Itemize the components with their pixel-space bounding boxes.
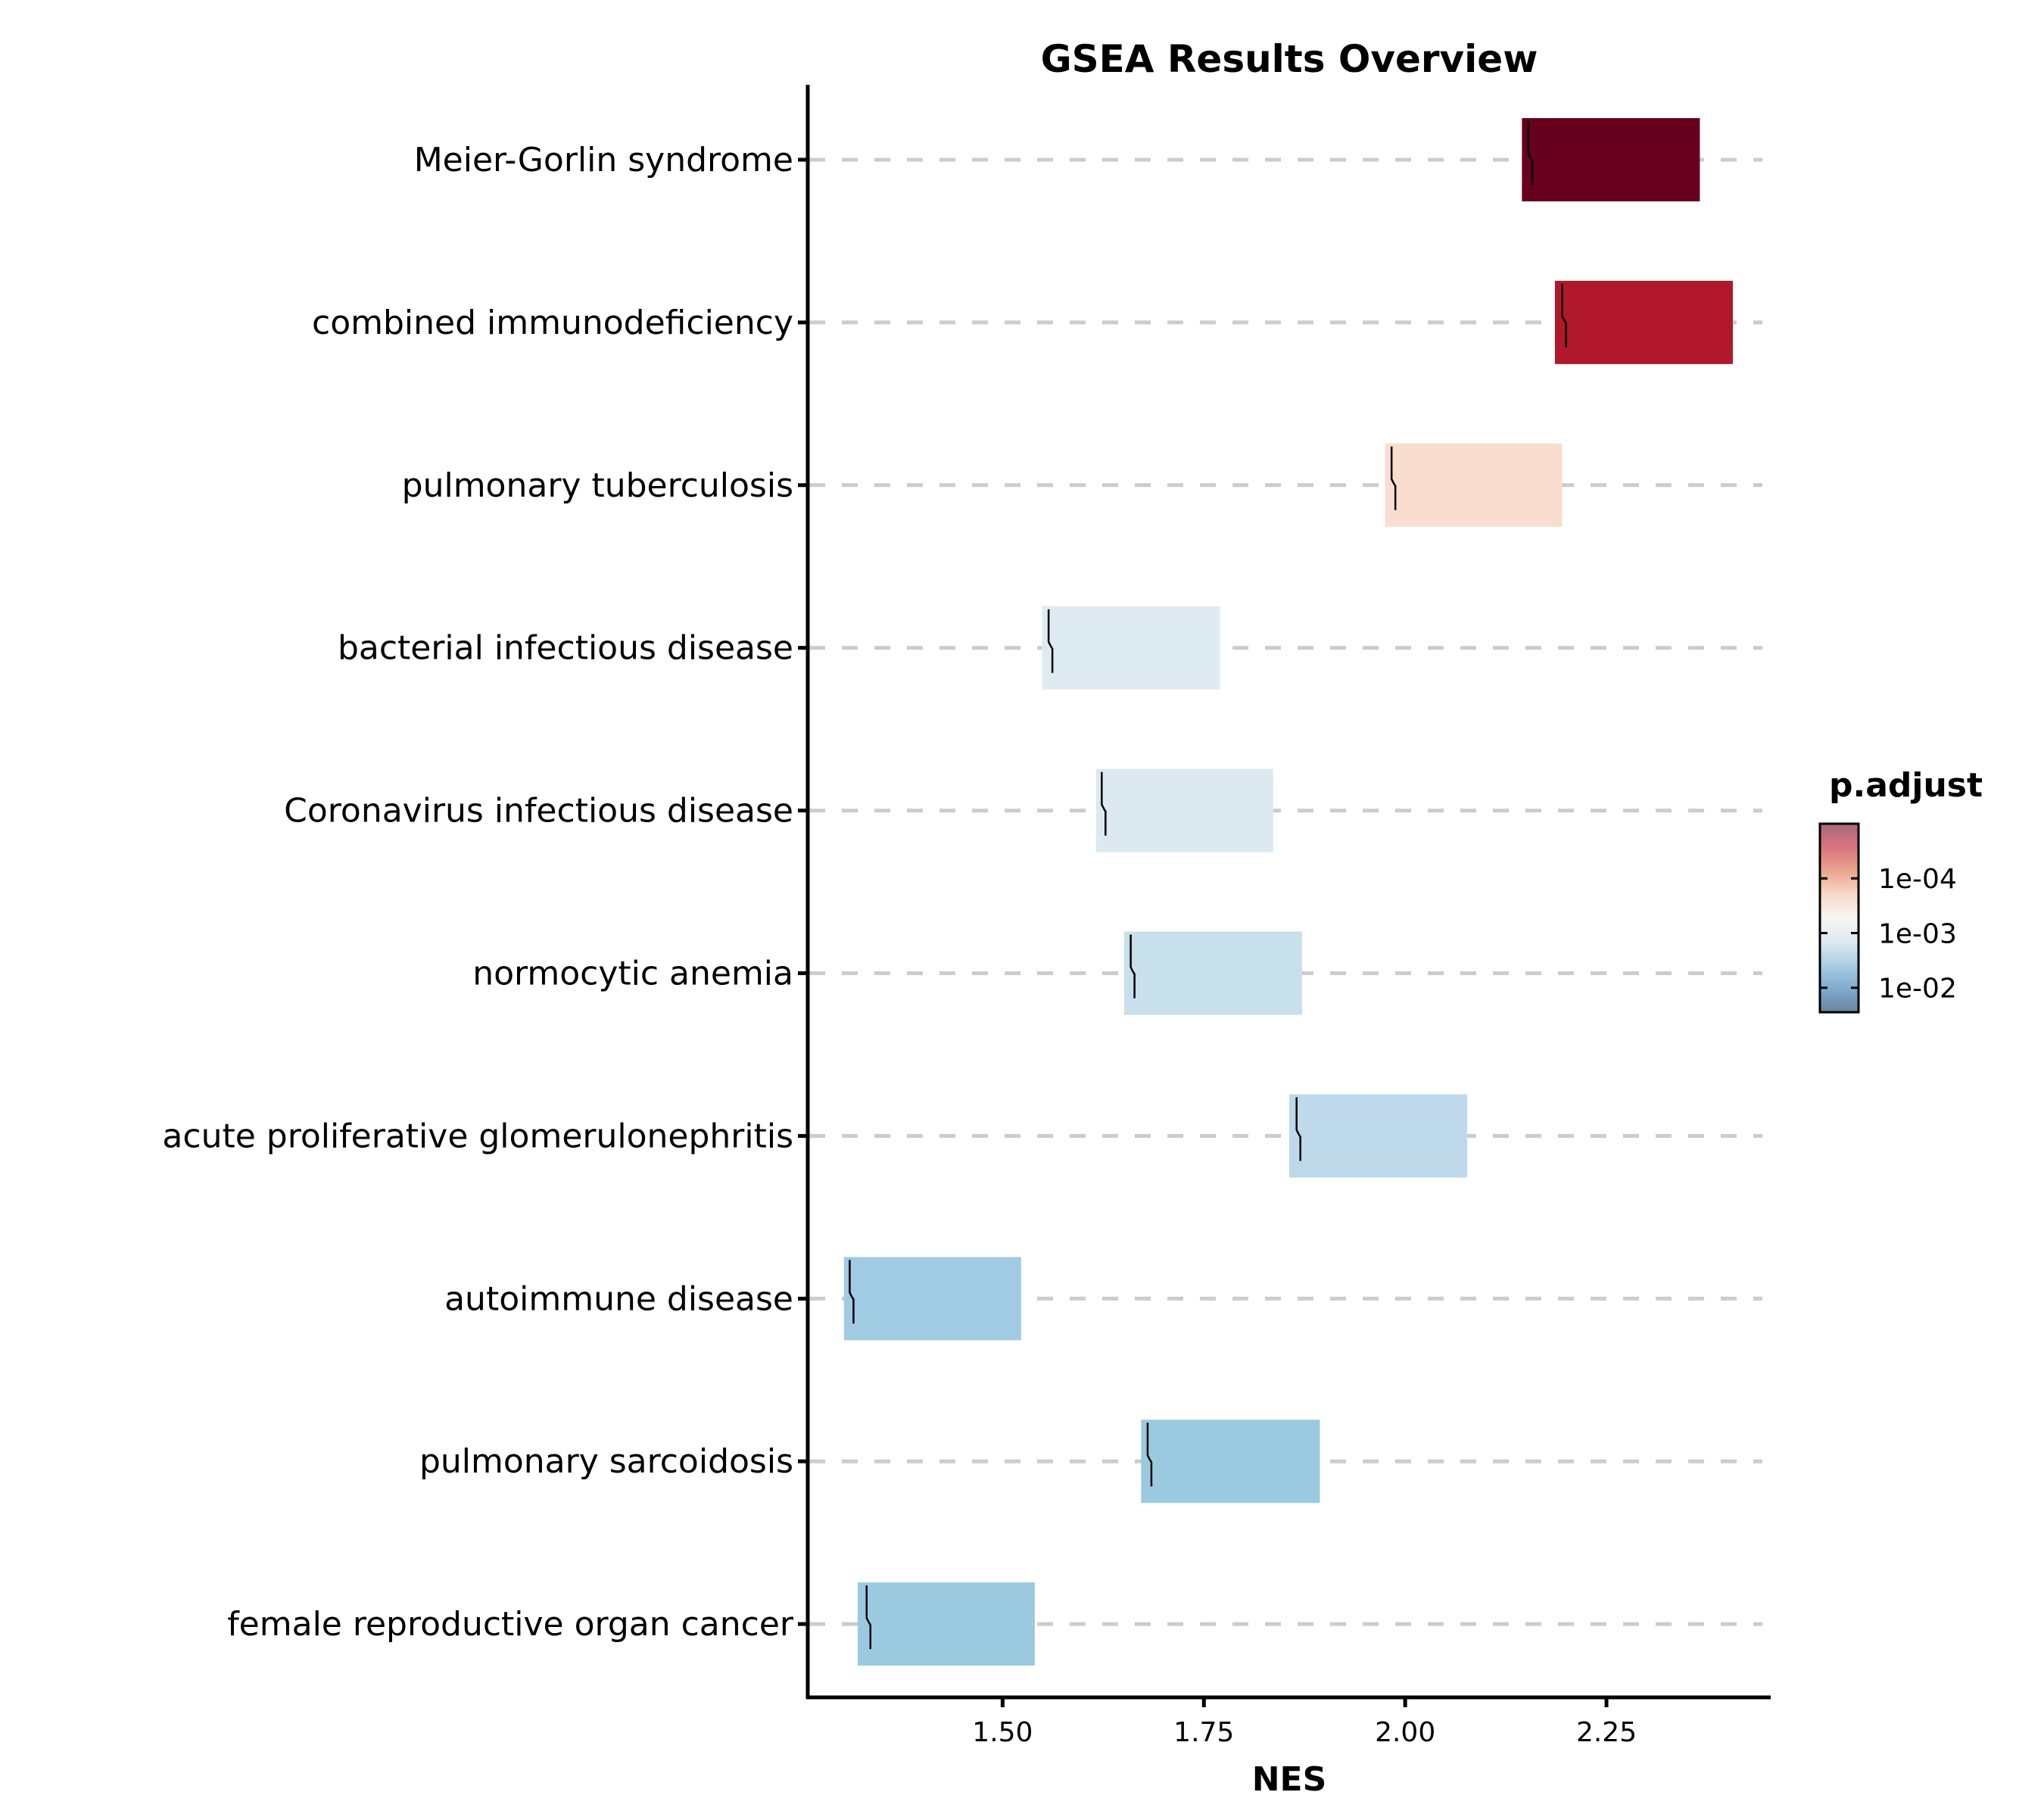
bar	[1289, 1094, 1468, 1178]
bars	[843, 118, 1734, 1666]
colorbar-tick-label: 1e-04	[1878, 864, 1957, 895]
y-tick-label: Meier-Gorlin syndrome	[414, 141, 793, 179]
x-tick-label: 1.75	[1173, 1717, 1234, 1748]
nes-marker-lines	[849, 121, 1567, 1650]
bar	[843, 1257, 1021, 1341]
bar	[1554, 280, 1734, 364]
legend-title: p.adjust	[1829, 766, 1983, 805]
colorbar	[1818, 822, 1860, 1014]
y-tick-label: normocytic anemia	[472, 955, 793, 993]
x-axis-label: NES	[1252, 1760, 1327, 1799]
bar	[1522, 118, 1700, 201]
y-tick-label: female reproductive organ cancer	[227, 1605, 794, 1644]
bar	[857, 1582, 1035, 1666]
x-tick-label: 2.25	[1576, 1717, 1637, 1748]
y-tick-label: autoimmune disease	[444, 1279, 793, 1318]
x-axis-ticks: 1.50 1.75 2.00 2.25	[972, 1697, 1637, 1748]
nes-marker	[1527, 121, 1534, 185]
colorbar-tick-label: 1e-02	[1878, 974, 1957, 1005]
y-tick-label: pulmonary sarcoidosis	[419, 1442, 793, 1481]
x-tick-label: 1.50	[972, 1717, 1033, 1748]
bar	[1095, 768, 1273, 852]
nes-marker	[1129, 934, 1136, 999]
y-tick-label: Coronavirus infectious disease	[284, 792, 793, 831]
colorbar-ticks: 1e-04 1e-03 1e-02	[1820, 864, 1957, 1005]
bar	[1042, 606, 1220, 690]
bar	[1141, 1420, 1320, 1504]
chart-title: GSEA Results Overview	[1041, 37, 1538, 81]
y-tick-label: combined immunodeficiency	[312, 304, 793, 342]
x-tick-label: 2.00	[1375, 1717, 1435, 1748]
colorbar-legend: p.adjust 1e-04 1e-03 1e-02	[1818, 766, 1983, 1014]
nes-marker	[1047, 609, 1054, 673]
bar	[1385, 443, 1563, 527]
y-tick-label: bacterial infectious disease	[338, 629, 793, 668]
y-tick-label: pulmonary tuberculosis	[402, 466, 793, 505]
nes-marker	[1101, 771, 1107, 836]
nes-marker	[849, 1260, 855, 1324]
y-axis-ticks: Meier-Gorlin syndrome combined immunodefi…	[162, 141, 808, 1644]
y-tick-label: acute proliferative glomerulonephritis	[162, 1117, 793, 1155]
grid-lines	[809, 157, 1762, 1626]
nes-marker	[1561, 283, 1567, 348]
nes-marker	[865, 1585, 872, 1650]
colorbar-tick-label: 1e-03	[1878, 918, 1957, 949]
nes-marker	[1390, 446, 1397, 510]
nes-marker	[1295, 1097, 1301, 1161]
bar	[1123, 931, 1303, 1015]
nes-marker	[1146, 1423, 1153, 1487]
